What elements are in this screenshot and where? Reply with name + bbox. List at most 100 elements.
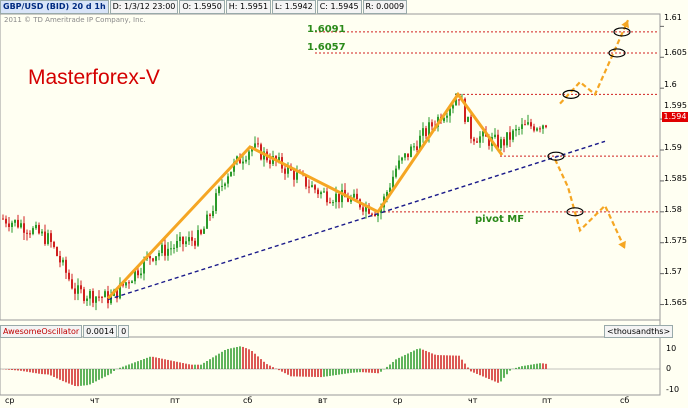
candle-body (494, 134, 496, 138)
indicator-param: 0 (118, 325, 130, 338)
candle-body (377, 212, 379, 217)
y-tick: 1.605 (664, 48, 687, 57)
candle-body (395, 168, 397, 177)
target-ellipse (562, 89, 580, 99)
candle-body (521, 124, 523, 129)
candle-body (419, 135, 421, 151)
candle-body (110, 295, 112, 304)
candle-body (476, 141, 478, 143)
candle-body (500, 139, 502, 148)
plot-frame (0, 13, 661, 321)
candle-body (473, 138, 475, 142)
candle-body (341, 189, 343, 203)
candle-body (47, 233, 49, 244)
x-tick: чт (468, 396, 478, 405)
candle-body (62, 259, 64, 263)
candle-body (215, 193, 217, 212)
candle-body (536, 128, 538, 131)
x-tick: пт (542, 396, 552, 405)
candle-body (401, 157, 403, 161)
candle-body (53, 241, 55, 248)
candle-body (392, 176, 394, 188)
candle-body (173, 247, 175, 249)
candle-body (89, 290, 91, 299)
candle-body (413, 146, 415, 148)
candle-body (17, 219, 19, 228)
candle-body (119, 283, 121, 299)
candle-body (482, 131, 484, 137)
candle-body (269, 160, 271, 164)
x-tick: вт (318, 396, 328, 405)
candle-body (305, 174, 307, 187)
pivot-label: pivot MF (475, 214, 525, 225)
candle-body (140, 273, 142, 276)
candle-body (455, 99, 457, 106)
candle-body (2, 218, 4, 220)
x-tick: пт (170, 396, 180, 405)
candle-body (365, 205, 367, 212)
candle-body (506, 132, 508, 146)
indicator-name[interactable]: AwesomeOscillator (0, 325, 83, 338)
candle-body (68, 272, 70, 280)
candle-body (431, 122, 433, 127)
candle-body (77, 285, 79, 294)
x-tick: ср (5, 396, 15, 405)
candle-body (410, 146, 412, 158)
candle-body (248, 151, 250, 160)
candle-body (191, 237, 193, 241)
projection-down (554, 158, 626, 250)
candle-body (254, 143, 256, 148)
candle-body (317, 189, 319, 195)
candle-body (515, 129, 517, 131)
arrow-up-icon (621, 20, 629, 29)
candle-body (116, 290, 118, 299)
candle-body (221, 185, 223, 187)
candle-body (527, 122, 529, 125)
candle-body (8, 223, 10, 227)
candle-body (311, 185, 313, 188)
candle-body (158, 253, 160, 257)
range-readout: R: 0.0009 (362, 0, 408, 14)
candle-body (539, 128, 541, 130)
candle-body (503, 139, 505, 146)
symbol-label[interactable]: GBP/USD (BID) 20 d 1h (0, 0, 109, 14)
candle-body (443, 117, 445, 122)
copyright-text: 2011 © TD Ameritrade IP Company, Inc. (4, 16, 146, 24)
open-readout: O: 1.5950 (179, 0, 225, 14)
candle-body (458, 99, 460, 101)
candle-body (329, 202, 331, 204)
y-tick: 1.575 (664, 236, 687, 245)
indicator-header: AwesomeOscillator 0.0014 0 (0, 325, 130, 338)
target-ellipse (608, 48, 626, 58)
candle-body (353, 193, 355, 198)
x-tick: сб (620, 396, 630, 405)
y-tick: 1.59 (664, 143, 682, 152)
candle-body (470, 116, 472, 139)
candle-body (182, 236, 184, 245)
candle-body (230, 171, 232, 177)
candle-body (338, 193, 340, 203)
candle-body (212, 211, 214, 217)
x-tick: сб (243, 396, 253, 405)
x-tick: чт (90, 396, 100, 405)
candle-body (530, 122, 532, 127)
y-tick: 1.6 (664, 80, 677, 89)
candle-body (389, 187, 391, 192)
candle-body (464, 98, 466, 122)
ao-tick: 0 (666, 364, 672, 373)
candle-body (209, 214, 211, 217)
y-tick: 1.61 (664, 13, 682, 22)
candle-body (398, 160, 400, 169)
y-tick: 1.57 (664, 267, 682, 276)
candle-body (542, 125, 544, 129)
date-readout: D: 1/3/12 23:00 (109, 0, 179, 14)
candle-body (176, 241, 178, 248)
wave-line (106, 91, 504, 300)
candle-body (416, 146, 418, 151)
target-ellipse (613, 27, 631, 37)
candle-body (188, 237, 190, 242)
candle-body (29, 233, 31, 235)
candle-body (185, 241, 187, 245)
candle-body (545, 125, 547, 128)
